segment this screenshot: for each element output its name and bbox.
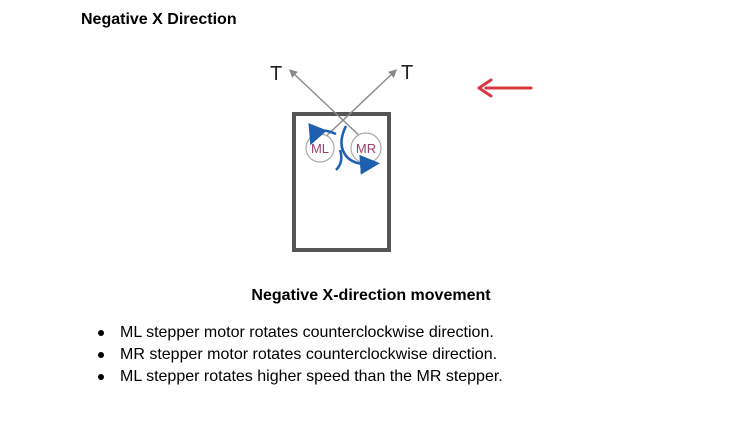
- bullet-list: ML stepper motor rotates counterclockwis…: [98, 322, 503, 388]
- tension-left-label: T: [270, 63, 282, 85]
- arrow-left-icon: [477, 78, 533, 98]
- bullet-icon: [98, 374, 104, 380]
- list-item-text: ML stepper motor rotates counterclockwis…: [120, 324, 494, 341]
- motor-left: ML: [305, 133, 335, 163]
- list-item-text: ML stepper rotates higher speed than the…: [120, 368, 503, 385]
- list-item-text: MR stepper motor rotates counterclockwis…: [120, 346, 498, 363]
- bullet-icon: [98, 352, 104, 358]
- figure-caption-text: Negative X-direction movement: [251, 287, 491, 304]
- motor-left-rotation-icon-lower: [335, 149, 343, 171]
- motion-diagram: T T ML MR: [270, 62, 533, 252]
- motor-right-rotation-icon: [340, 125, 380, 175]
- list-item: MR stepper motor rotates counterclockwis…: [98, 344, 503, 366]
- figure-caption: Negative X-direction movement: [0, 287, 746, 305]
- list-item: ML stepper rotates higher speed than the…: [98, 366, 503, 388]
- motor-right: MR: [350, 132, 382, 164]
- motor-left-label: ML: [311, 141, 329, 156]
- bullet-icon: [98, 330, 104, 336]
- left-cable: [288, 69, 365, 141]
- tension-right-label: T: [401, 62, 413, 84]
- right-cable: [319, 69, 398, 143]
- carriage-frame: [292, 112, 391, 252]
- list-item: ML stepper motor rotates counterclockwis…: [98, 322, 503, 344]
- motor-left-rotation-icon: [308, 122, 337, 146]
- motor-right-label: MR: [356, 141, 376, 156]
- page-heading: Negative X Direction: [81, 11, 237, 28]
